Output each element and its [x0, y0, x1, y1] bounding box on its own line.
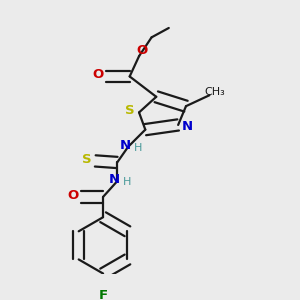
Text: O: O: [136, 44, 148, 57]
Text: S: S: [125, 104, 135, 117]
Text: S: S: [82, 153, 91, 166]
Text: H: H: [134, 143, 142, 153]
Text: H: H: [123, 177, 131, 187]
Text: F: F: [98, 289, 108, 300]
Text: CH₃: CH₃: [205, 87, 225, 97]
Text: N: N: [109, 173, 120, 186]
Text: N: N: [181, 120, 193, 133]
Text: N: N: [119, 139, 130, 152]
Text: O: O: [68, 189, 79, 202]
Text: O: O: [93, 68, 104, 81]
